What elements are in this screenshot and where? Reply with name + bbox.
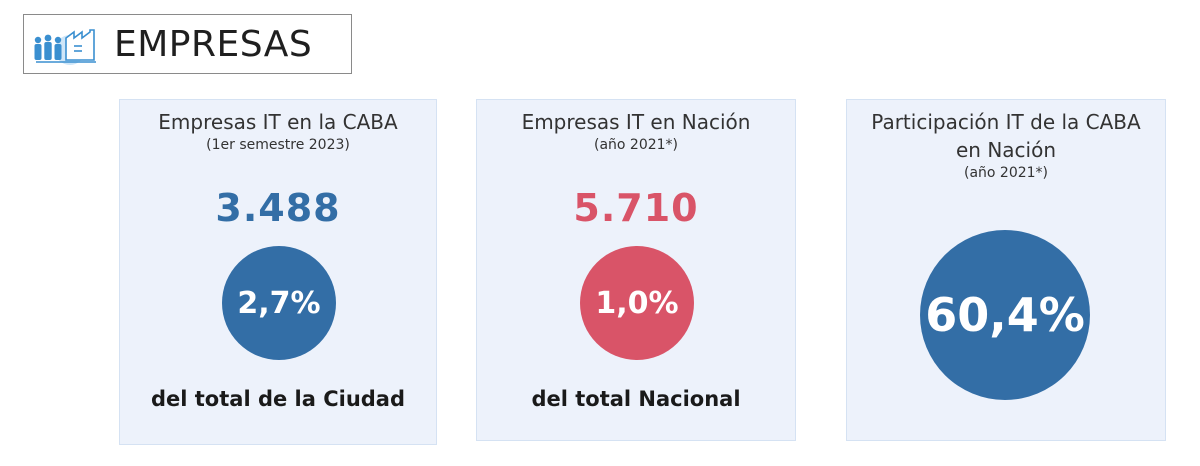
card-subtitle: (año 2021*) [593, 137, 679, 153]
company-people-icon [34, 29, 96, 65]
card-title: Empresas IT en Nación [521, 110, 751, 134]
card-title-line2: en Nación [955, 138, 1057, 162]
card-empresas-nacion: Empresas IT en Nación (año 2021*) 5.710 … [476, 99, 796, 441]
percent-circle: 60,4% [920, 230, 1090, 400]
card-subtitle: (año 2021*) [963, 165, 1049, 181]
card-footer: del total de la Ciudad [150, 387, 406, 411]
section-title: EMPRESAS [114, 24, 313, 65]
percent-circle: 2,7% [222, 246, 336, 360]
card-value: 5.710 [573, 186, 699, 230]
card-title: Empresas IT en la CABA [158, 110, 398, 134]
card-footer: del total Nacional [531, 387, 741, 411]
card-value: 3.488 [215, 186, 341, 230]
card-subtitle: (1er semestre 2023) [206, 137, 350, 153]
percent-value: 60,4% [925, 288, 1085, 342]
percent-value: 1,0% [595, 285, 679, 321]
card-empresas-caba: Empresas IT en la CABA (1er semestre 202… [119, 99, 437, 445]
percent-value: 2,7% [237, 285, 321, 321]
section-header: EMPRESAS [23, 14, 352, 74]
percent-circle: 1,0% [580, 246, 694, 360]
card-title-line1: Participación IT de la CABA [871, 110, 1141, 134]
card-participacion: Participación IT de la CABA en Nación (a… [846, 99, 1166, 441]
